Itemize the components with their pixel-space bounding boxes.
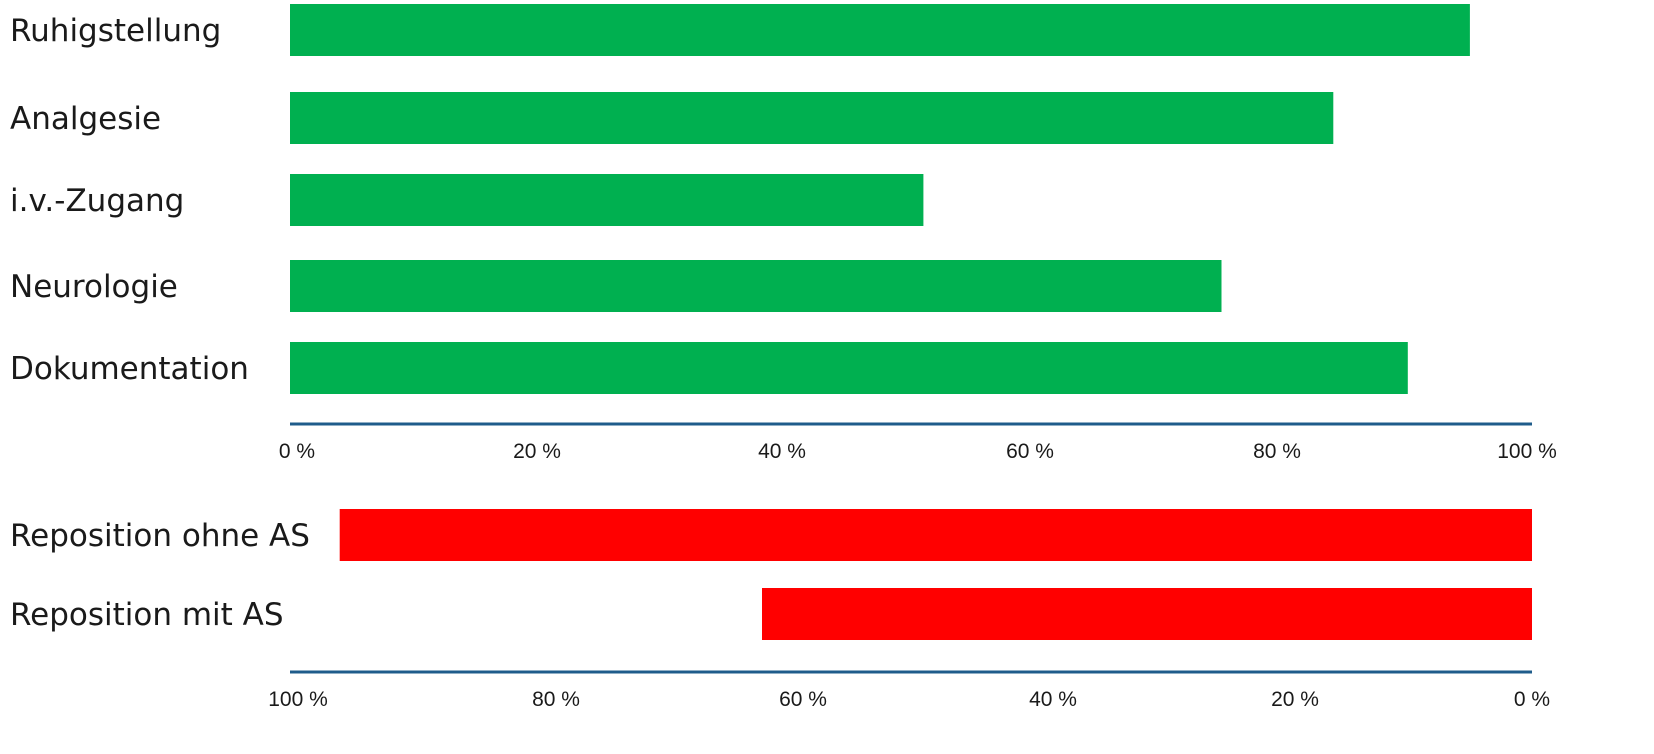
category-label: i.v.-Zugang <box>10 183 184 219</box>
category-label: Analgesie <box>10 101 161 137</box>
x-tick-label: 80 % <box>1253 440 1301 463</box>
x-tick-label: 0 % <box>1514 688 1550 711</box>
bar-0-0 <box>290 4 1470 56</box>
bar-0-2 <box>290 174 924 226</box>
category-label: Ruhigstellung <box>10 13 221 49</box>
bar-0-3 <box>290 260 1222 312</box>
x-tick-label: 20 % <box>513 440 561 463</box>
x-tick-label: 40 % <box>758 440 806 463</box>
bar-0-1 <box>290 92 1334 144</box>
bar-1-0 <box>339 509 1533 561</box>
x-tick-label: 0 % <box>279 440 315 463</box>
bar-1-1 <box>762 588 1532 640</box>
category-label: Neurologie <box>10 269 178 305</box>
x-tick-label: 60 % <box>1006 440 1054 463</box>
bar-0-4 <box>290 342 1408 394</box>
x-tick-label: 80 % <box>532 688 580 711</box>
x-tick-label: 60 % <box>779 688 827 711</box>
x-tick-label: 100 % <box>268 688 328 711</box>
x-tick-label: 100 % <box>1497 440 1557 463</box>
x-tick-label: 40 % <box>1029 688 1077 711</box>
x-tick-label: 20 % <box>1271 688 1319 711</box>
category-label: Dokumentation <box>10 351 249 387</box>
category-label: Reposition ohne AS <box>10 518 310 554</box>
category-label: Reposition mit AS <box>10 597 284 633</box>
